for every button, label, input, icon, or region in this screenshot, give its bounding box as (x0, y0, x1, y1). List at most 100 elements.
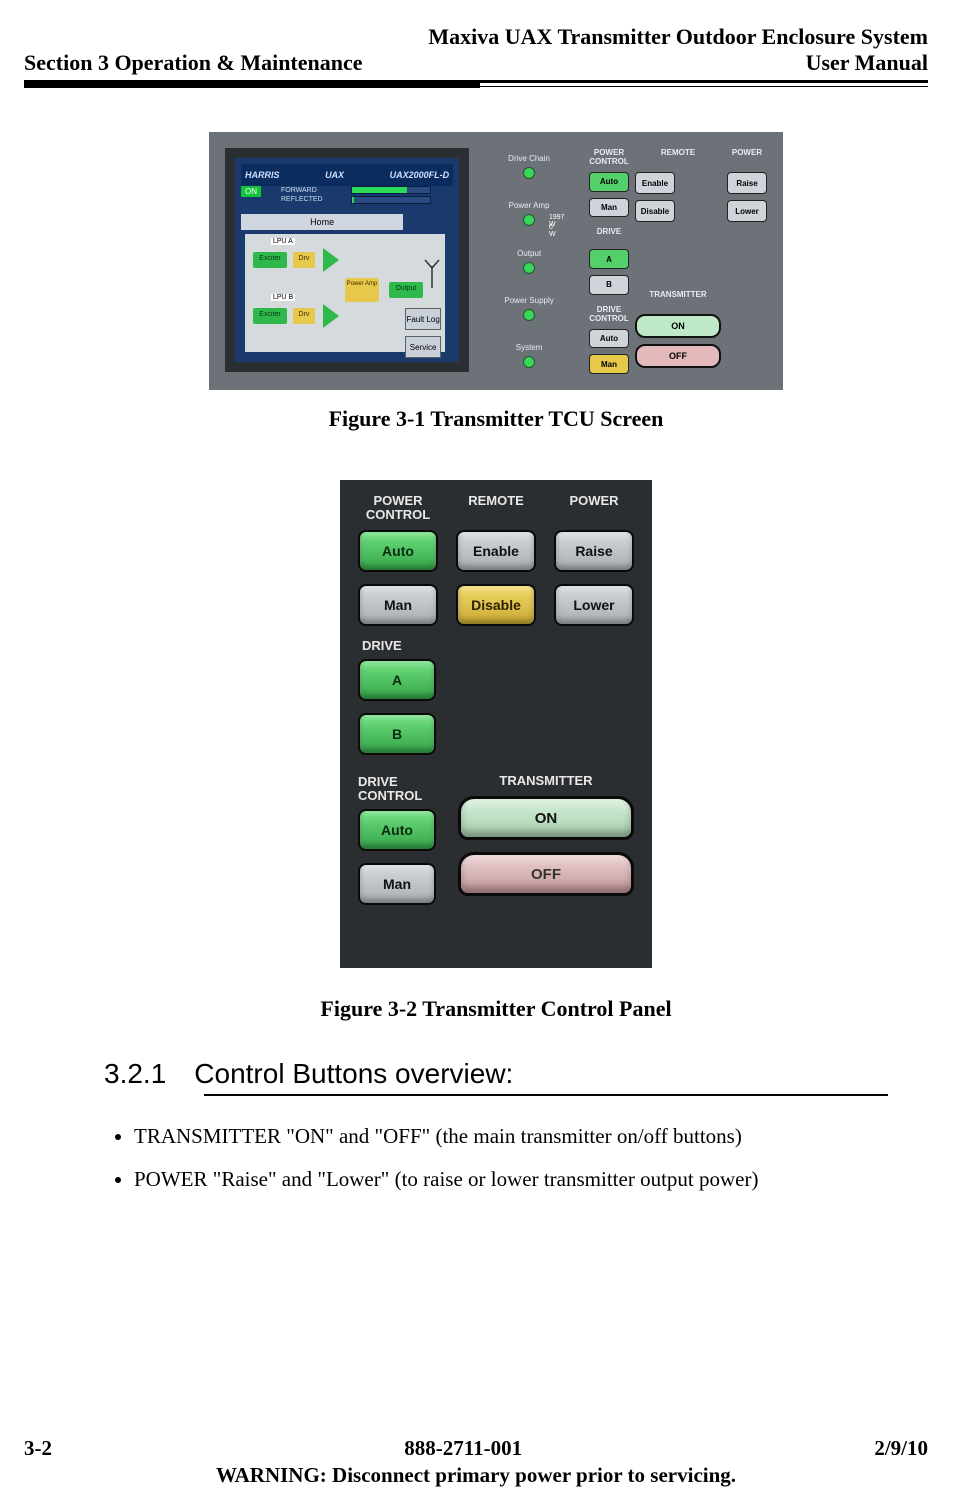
cp-drive-control-header: DRIVE CONTROL (358, 775, 436, 803)
header-rule (24, 80, 928, 92)
cp-drive-control-col: DRIVE CONTROL Auto Man (358, 767, 436, 917)
cp-transmitter-col: TRANSMITTER ON OFF (458, 767, 634, 908)
cp-headers: POWER CONTROL REMOTE POWER (358, 494, 634, 522)
antenna-icon (423, 258, 441, 288)
drive-control-header: DRIVE CONTROL (589, 305, 629, 323)
cp-tx-on-button[interactable]: ON (458, 796, 634, 840)
drive-b-button[interactable]: B (589, 275, 629, 295)
meter-bars: 1997 W 0 W (351, 186, 431, 204)
power-lower-button[interactable]: Lower (727, 200, 767, 222)
figure-3-1-caption: Figure 3-1 Transmitter TCU Screen (104, 406, 888, 432)
doc-date: 2/9/10 (874, 1436, 928, 1461)
drv-b-block[interactable]: Drv (293, 308, 315, 324)
doc-number: 888-2711-001 (404, 1436, 522, 1461)
figure-3-1-tcu-screen: HARRIS UAX UAX2000FL-D ON FORWARD REFLEC… (209, 132, 783, 390)
cp-drive-a-button[interactable]: A (358, 659, 436, 701)
figure-3-2-control-panel: POWER CONTROL REMOTE POWER Auto Enable R… (340, 480, 652, 968)
cp-remote-header: REMOTE (456, 494, 536, 522)
meter-labels: FORWARD REFLECTED (281, 186, 323, 204)
on-indicator: ON (241, 186, 261, 197)
tcu-lcd-screen: HARRIS UAX UAX2000FL-D ON FORWARD REFLEC… (225, 148, 469, 372)
drv-a-tri-icon (323, 248, 339, 272)
drive-header: DRIVE (589, 227, 629, 243)
drive-a-button[interactable]: A (589, 249, 629, 269)
figure-3-2-caption: Figure 3-2 Transmitter Control Panel (104, 996, 888, 1022)
status-led-column: Drive Chain Power Amp Output Power Suppl… (493, 148, 565, 374)
drv-a-block[interactable]: Drv (293, 252, 315, 268)
power-control-col: POWER CONTROL Auto Man DRIVE A B DRIVE C… (589, 148, 629, 374)
model-label: UAX2000FL-D (390, 170, 450, 180)
section-title: Control Buttons overview: (194, 1058, 513, 1090)
cp-tx-off-button[interactable]: OFF (458, 852, 634, 896)
lpu-a-label: LPU A (271, 238, 295, 245)
cp-power-header: POWER (554, 494, 634, 522)
doc-title: Maxiva UAX Transmitter Outdoor Enclosure… (24, 24, 928, 50)
footer-warning: WARNING: Disconnect primary power prior … (24, 1463, 928, 1488)
cp-drive-header: DRIVE (362, 638, 634, 653)
exciter-a-block[interactable]: Exciter (253, 252, 287, 268)
bullet-list: TRANSMITTER "ON" and "OFF" (the main tra… (104, 1124, 888, 1192)
cp-power-control-header: POWER CONTROL (358, 494, 438, 522)
header-row: Section 3 Operation & Maintenance User M… (24, 50, 928, 76)
remote-col: REMOTE Enable Disable TRANSMITTER ON OFF (635, 148, 721, 374)
cp-raise-button[interactable]: Raise (554, 530, 634, 572)
cp-bottom-row: DRIVE CONTROL Auto Man TRANSMITTER ON OF… (358, 767, 634, 917)
cp-drive-b-row: B (358, 713, 436, 755)
transmitter-header: TRANSMITTER (635, 290, 721, 308)
forward-label: FORWARD (281, 186, 323, 195)
power-col: POWER Raise Lower (727, 148, 767, 374)
reflected-value: 0 W (547, 224, 556, 238)
cp-auto-button[interactable]: Auto (358, 530, 438, 572)
led-dot-icon (523, 214, 535, 226)
cp-row-2: Man Disable Lower (358, 584, 634, 626)
lpu-b-label: LPU B (271, 294, 295, 301)
power-raise-button[interactable]: Raise (727, 172, 767, 194)
dc-auto-button[interactable]: Auto (589, 329, 629, 349)
led-dot-icon (523, 167, 535, 179)
tcu-button-panel: POWER CONTROL Auto Man DRIVE A B DRIVE C… (589, 148, 767, 374)
section-header: Section 3 Operation & Maintenance (24, 50, 363, 76)
transmitter-group: ON OFF (635, 314, 721, 374)
bullet-item: POWER "Raise" and "Lower" (to raise or l… (134, 1167, 888, 1192)
remote-header: REMOTE (635, 148, 721, 166)
section-number: 3.2.1 (104, 1058, 166, 1090)
service-button[interactable]: Service (405, 336, 441, 358)
led-power-supply: Power Supply (493, 296, 565, 321)
cp-drive-a-row: A (358, 659, 436, 701)
remote-disable-button[interactable]: Disable (635, 200, 675, 222)
cp-dc-man-button[interactable]: Man (358, 863, 436, 905)
home-breadcrumb[interactable]: Home (241, 214, 403, 230)
cp-dc-auto-button[interactable]: Auto (358, 809, 436, 851)
remote-enable-button[interactable]: Enable (635, 172, 675, 194)
cp-lower-button[interactable]: Lower (554, 584, 634, 626)
led-dot-icon (523, 356, 535, 368)
poweramp-block[interactable]: Power Amp (345, 278, 379, 302)
led-dot-icon (523, 262, 535, 274)
brand-label: HARRIS (245, 170, 280, 180)
led-output: Output (493, 249, 565, 274)
page-number: 3-2 (24, 1436, 52, 1461)
signal-flow-diagram: LPU A LPU B Exciter Drv Exciter Drv Powe… (245, 234, 445, 352)
faultlog-button[interactable]: Fault Log (405, 308, 441, 330)
drv-b-tri-icon (323, 304, 339, 328)
power-header: POWER (727, 148, 767, 166)
bullet-item: TRANSMITTER "ON" and "OFF" (the main tra… (134, 1124, 888, 1149)
pc-man-button[interactable]: Man (589, 198, 629, 218)
page-footer: 3-2 888-2711-001 2/9/10 WARNING: Disconn… (24, 1436, 928, 1488)
pc-auto-button[interactable]: Auto (589, 172, 629, 192)
cp-man-button[interactable]: Man (358, 584, 438, 626)
cp-drive-b-button[interactable]: B (358, 713, 436, 755)
power-control-header: POWER CONTROL (589, 148, 629, 166)
cp-row-1: Auto Enable Raise (358, 530, 634, 572)
dc-man-button[interactable]: Man (589, 354, 629, 374)
led-drive-chain: Drive Chain (493, 154, 565, 179)
product-label: UAX (325, 170, 344, 180)
cp-enable-button[interactable]: Enable (456, 530, 536, 572)
doc-type: User Manual (806, 50, 928, 76)
tx-off-button[interactable]: OFF (635, 344, 721, 368)
output-block[interactable]: Output (389, 282, 423, 298)
exciter-b-block[interactable]: Exciter (253, 308, 287, 324)
cp-disable-button[interactable]: Disable (456, 584, 536, 626)
reflected-label: REFLECTED (281, 195, 323, 204)
tx-on-button[interactable]: ON (635, 314, 721, 338)
